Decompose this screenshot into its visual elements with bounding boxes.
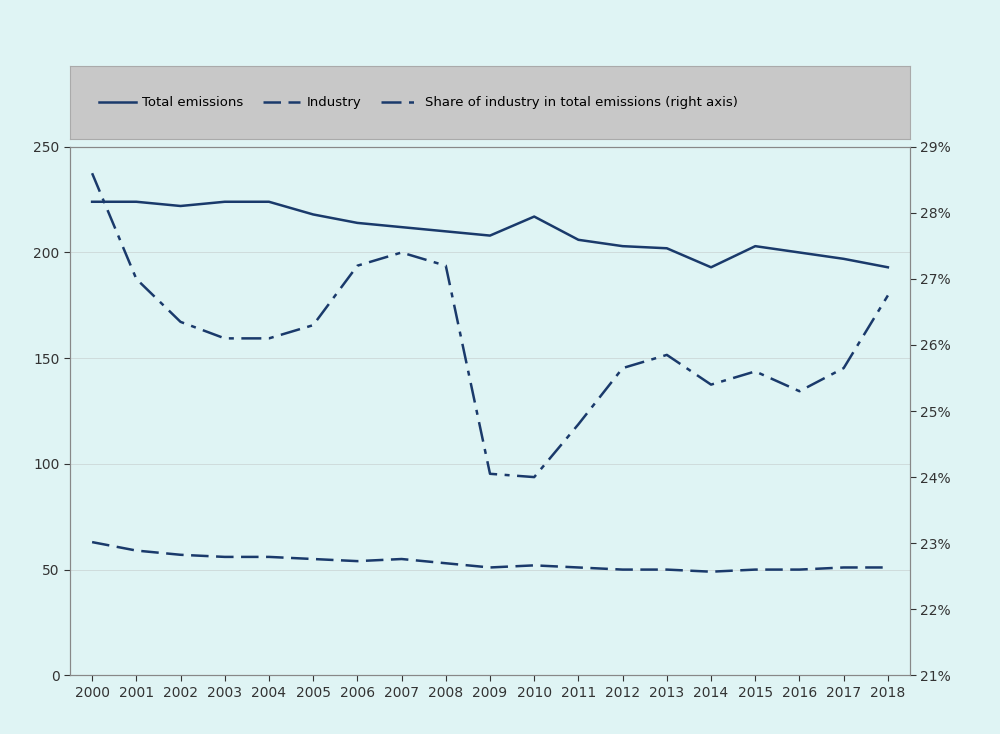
Share of industry in total emissions (right axis) (838, 364, 850, 373)
Share of industry in total emissions (right axis) (617, 364, 629, 373)
Total emissions (572, 236, 584, 244)
Share of industry in total emissions (right axis) (130, 275, 142, 283)
Industry (617, 565, 629, 574)
Share of industry in total emissions (right axis) (528, 473, 540, 482)
Total emissions (440, 227, 452, 236)
Share of industry in total emissions (right axis) (263, 334, 275, 343)
Share of industry in total emissions (right axis) (572, 420, 584, 429)
Industry (219, 553, 231, 562)
Share of industry in total emissions (right axis) (882, 291, 894, 300)
Share of industry in total emissions (right axis) (484, 470, 496, 479)
Industry (130, 546, 142, 555)
Share of industry in total emissions (right axis) (661, 350, 673, 359)
Industry (351, 556, 363, 565)
Share of industry in total emissions (right axis) (705, 380, 717, 389)
Industry (572, 563, 584, 572)
Total emissions (130, 197, 142, 206)
Total emissions (484, 231, 496, 240)
Total emissions (705, 263, 717, 272)
Total emissions (882, 263, 894, 272)
Industry (528, 561, 540, 570)
Share of industry in total emissions (right axis) (793, 387, 805, 396)
Total emissions (351, 219, 363, 228)
Total emissions (617, 241, 629, 250)
Share of industry in total emissions (right axis) (351, 261, 363, 270)
Total emissions (793, 248, 805, 257)
Share of industry in total emissions (right axis) (307, 321, 319, 330)
Industry (749, 565, 761, 574)
Total emissions (838, 255, 850, 264)
Industry (175, 550, 187, 559)
Industry (86, 538, 98, 547)
Line: Industry: Industry (92, 542, 888, 572)
Industry (838, 563, 850, 572)
Industry (396, 555, 408, 564)
Total emissions (219, 197, 231, 206)
Line: Total emissions: Total emissions (92, 202, 888, 267)
Industry (661, 565, 673, 574)
Industry (484, 563, 496, 572)
Share of industry in total emissions (right axis) (219, 334, 231, 343)
Share of industry in total emissions (right axis) (86, 169, 98, 178)
Share of industry in total emissions (right axis) (749, 367, 761, 376)
Industry (307, 555, 319, 564)
Total emissions (396, 222, 408, 231)
Share of industry in total emissions (right axis) (440, 261, 452, 270)
Total emissions (307, 210, 319, 219)
Industry (440, 559, 452, 567)
Total emissions (175, 202, 187, 211)
Industry (882, 563, 894, 572)
Total emissions (86, 197, 98, 206)
Legend: Total emissions, Industry, Share of industry in total emissions (right axis): Total emissions, Industry, Share of indu… (93, 91, 743, 115)
Total emissions (263, 197, 275, 206)
Industry (705, 567, 717, 576)
Line: Share of industry in total emissions (right axis): Share of industry in total emissions (ri… (92, 173, 888, 477)
Share of industry in total emissions (right axis) (396, 248, 408, 257)
Total emissions (661, 244, 673, 252)
Industry (263, 553, 275, 562)
Total emissions (528, 212, 540, 221)
Share of industry in total emissions (right axis) (175, 317, 187, 326)
Industry (793, 565, 805, 574)
Total emissions (749, 241, 761, 250)
